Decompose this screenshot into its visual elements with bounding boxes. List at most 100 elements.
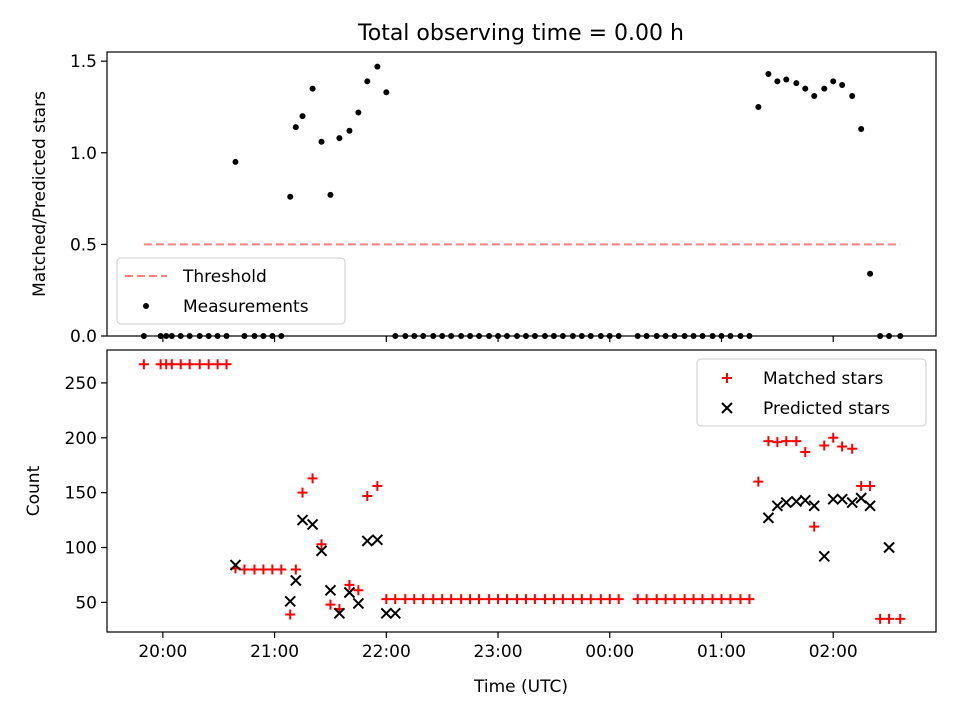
predicted-star-marker (380, 607, 393, 620)
matched-star-marker (539, 594, 550, 605)
matched-star-marker (856, 481, 867, 492)
matched-star-marker (688, 594, 699, 605)
matched-star-marker (576, 594, 587, 605)
matched-star-marker (895, 613, 906, 624)
top-axes: 0.0 0.5 1.0 1.5 (70, 51, 937, 347)
matched-star-marker (875, 613, 886, 624)
matched-star-marker (184, 359, 195, 370)
matched-star-marker (344, 579, 355, 590)
bottom-panel: Count Time (UTC) 50 100 150 200 250 20:00 21:0… (24, 349, 937, 697)
legend-matched-label: Matched stars (763, 369, 883, 389)
matched-star-marker (212, 359, 223, 370)
measurement-point (346, 127, 353, 134)
matched-star-marker (409, 594, 420, 605)
matched-star-marker (763, 436, 774, 447)
matched-star-marker (362, 490, 373, 501)
measurement-point (830, 78, 837, 85)
measurement-point (765, 70, 772, 77)
matched-star-marker (744, 594, 755, 605)
matched-star-marker (428, 594, 439, 605)
predicted-star-marker (389, 607, 401, 620)
matched-star-marker (446, 594, 457, 605)
predicted-star-marker (799, 494, 811, 507)
matched-star-marker (138, 359, 149, 370)
axes-frame (106, 349, 937, 633)
measurement-point (318, 138, 325, 145)
predicted-star-marker (343, 586, 356, 599)
matched-star-marker (465, 594, 476, 605)
matched-star-marker (613, 594, 624, 605)
matched-star-marker (604, 594, 615, 605)
matched-star-marker (316, 539, 327, 550)
predicted-star-marker (771, 500, 784, 512)
x-tick-label: 22:00 (362, 642, 411, 662)
matched-star-marker (800, 447, 811, 458)
matched-star-marker (520, 594, 531, 605)
matched-star-marker (669, 594, 680, 605)
matched-star-marker (735, 594, 746, 605)
matched-star-marker (474, 594, 485, 605)
x-tick-label: 23:00 (474, 642, 523, 662)
y-tick-label: 0.0 (70, 327, 97, 347)
x-tick-label: 01:00 (697, 642, 746, 662)
y-tick-label: 100 (65, 539, 97, 559)
matched-star-marker (456, 594, 467, 605)
top-legend: Threshold Measurements (116, 257, 346, 325)
bottom-xlabel: Time (UTC) (473, 677, 568, 697)
legend-predicted-label: Predicted stars (763, 399, 890, 419)
measurement-point (299, 113, 306, 120)
matched-star-marker (372, 481, 383, 492)
matched-star-marker (809, 521, 820, 532)
measurement-point (811, 92, 818, 99)
matched-star-marker (548, 594, 559, 605)
y-tick-label: 200 (65, 429, 97, 449)
y-tick-label: 50 (75, 593, 97, 613)
bottom-marker-points (138, 359, 906, 624)
matched-star-marker (267, 564, 278, 575)
predicted-star-marker (315, 545, 328, 557)
matched-star-marker (651, 594, 662, 605)
y-tick-label: 0.5 (70, 235, 97, 255)
predicted-star-marker (827, 493, 839, 505)
matched-star-marker (884, 613, 895, 624)
measurement-point (793, 80, 800, 87)
matched-star-marker (772, 437, 783, 448)
matched-star-marker (221, 359, 232, 370)
matched-star-marker (716, 594, 727, 605)
matched-star-marker (512, 594, 523, 605)
bottom-legend: Matched stars Predicted stars (696, 358, 927, 427)
measurement-point (774, 78, 781, 85)
matched-star-marker (828, 432, 839, 443)
y-tick-label: 1.0 (70, 144, 97, 164)
measurement-point (839, 81, 846, 88)
measurement-point (802, 85, 809, 92)
axes-frame (106, 51, 937, 337)
matched-star-marker (753, 476, 764, 487)
measurement-point (858, 125, 865, 132)
predicted-star-marker (290, 574, 302, 587)
measurement-point (309, 85, 316, 92)
matched-star-marker (791, 436, 802, 447)
matched-star-marker (632, 594, 643, 605)
matched-star-marker (437, 594, 448, 605)
measurement-point (821, 85, 828, 92)
legend-matched-swatch (722, 373, 732, 383)
measurement-point (355, 109, 362, 116)
predicted-star-marker (361, 535, 374, 547)
legend-predicted-swatch (721, 402, 733, 414)
matched-star-marker (258, 564, 269, 575)
measurement-point (383, 89, 390, 96)
predicted-star-marker (846, 496, 858, 509)
matched-star-marker (865, 481, 876, 492)
matched-star-marker (400, 594, 411, 605)
matched-star-marker (325, 599, 336, 610)
predicted-star-marker (371, 534, 384, 546)
matched-star-marker (725, 594, 736, 605)
matched-star-marker (290, 564, 301, 575)
matched-star-marker (697, 594, 708, 605)
matched-star-marker (707, 594, 718, 605)
measurement-point (336, 135, 343, 142)
predicted-star-marker (229, 559, 242, 571)
predicted-star-marker (324, 584, 337, 597)
legend-threshold-label: Threshold (182, 267, 267, 287)
